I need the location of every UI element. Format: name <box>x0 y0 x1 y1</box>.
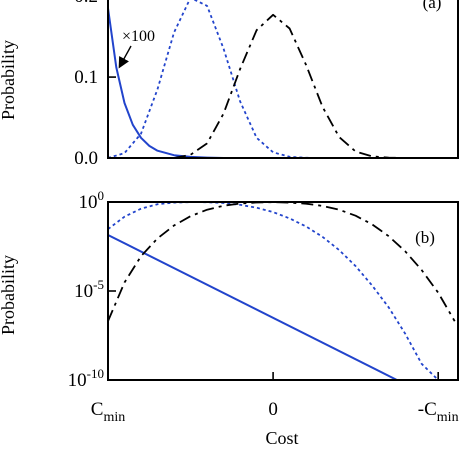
y-tick-label: 0.2 <box>74 0 98 7</box>
x-tick-label: Cmin <box>91 399 125 425</box>
scale-annotation: ×100 <box>122 28 155 45</box>
x-tick-label: 0 <box>268 399 278 420</box>
x-tick-label: -Cmin <box>418 399 459 425</box>
panel-a: 0.0 0.1 0.2 Probability (a) ×100 <box>0 0 459 169</box>
panel-a-series-dotted-line <box>108 0 323 158</box>
panel-a-frame <box>107 0 459 159</box>
y-tick-label: 10-5 <box>74 277 104 302</box>
y-tick-label: 0.0 <box>74 148 98 169</box>
panel-a-series-dashdot-line <box>173 13 406 158</box>
panel-a-tag: (a) <box>423 0 442 12</box>
y-tick-label: 10-10 <box>68 366 104 391</box>
panel-b-x-axis: Cmin 0 -Cmin <box>91 372 459 425</box>
panel-a-plot-area <box>108 0 406 158</box>
panel-b-xlabel: Cost <box>265 428 298 448</box>
panel-b-y-axis: 100 10-5 10-10 <box>68 188 116 391</box>
panel-b-series-dotted-line <box>108 202 439 380</box>
panel-b-ylabel: Probability <box>0 255 18 335</box>
panel-a-y-axis: 0.0 0.1 0.2 <box>74 0 116 169</box>
annotation-arrow <box>118 45 132 69</box>
panel-a-ylabel: Probability <box>0 40 18 120</box>
y-tick-label: 0.1 <box>74 67 98 88</box>
panel-b-plot-area <box>108 202 456 380</box>
panel-b-series-solid-line <box>108 234 398 380</box>
panel-b-frame <box>107 201 459 381</box>
panel-b-tag: (b) <box>415 228 435 247</box>
y-tick-label: 100 <box>79 188 105 213</box>
